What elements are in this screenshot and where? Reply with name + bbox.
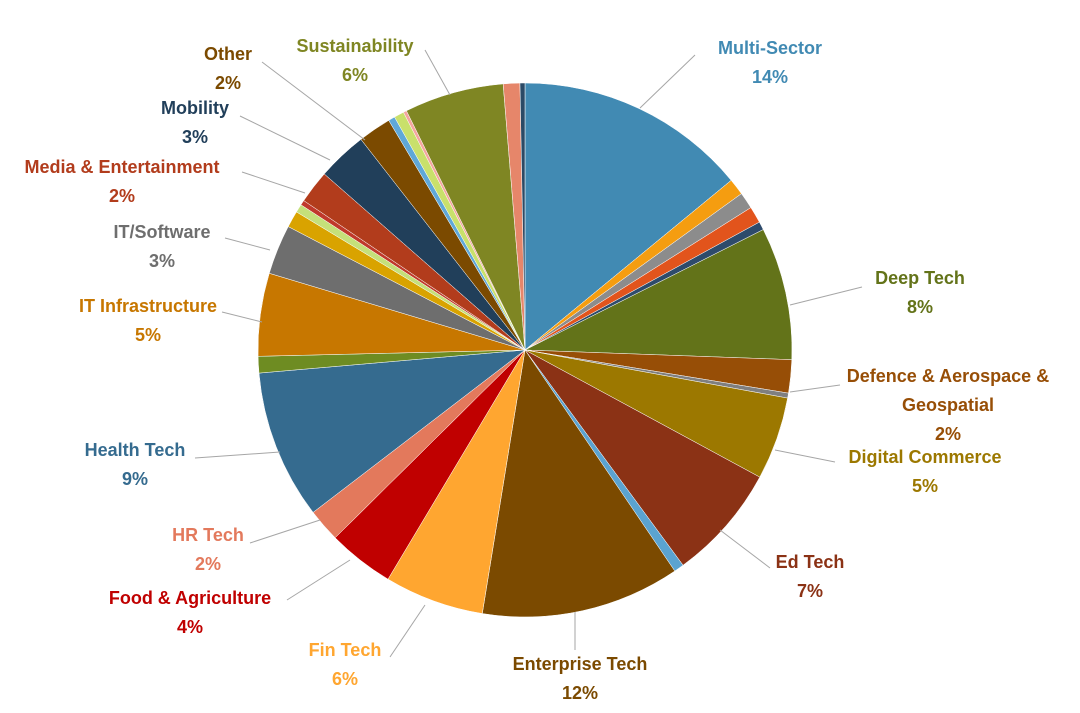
leader-line: [774, 449, 836, 463]
value-label: 3%: [181, 127, 208, 147]
category-label: Sustainability: [296, 36, 414, 56]
category-label: Media & Entertainment: [24, 157, 220, 177]
slice-label: Ed Tech 7%: [750, 548, 870, 606]
category-label: Defence & Aerospace & Geospatial: [846, 366, 1050, 415]
value-label: 9%: [121, 469, 148, 489]
leader-line: [249, 519, 321, 544]
category-label: Food & Agriculture: [108, 588, 272, 608]
leader-line: [286, 559, 351, 601]
slice-label: Health Tech 9%: [55, 436, 215, 494]
slice-label: Multi-Sector 14%: [670, 34, 870, 92]
category-label: IT Infrastructure: [78, 296, 218, 316]
slice-label: Mobility 3%: [135, 94, 255, 152]
category-label: Ed Tech: [775, 552, 845, 572]
leader-line: [241, 171, 306, 194]
leader-line: [221, 311, 263, 323]
value-label: 6%: [341, 65, 368, 85]
value-label: 2%: [214, 73, 241, 93]
category-label: Other: [203, 44, 252, 64]
slice-label: Digital Commerce 5%: [825, 443, 1025, 501]
slice-label: Deep Tech 8%: [840, 264, 1000, 322]
slice-label: Defence & Aerospace & Geospatial 2%: [838, 362, 1058, 449]
value-label: 5%: [911, 476, 938, 496]
slice-label: Media & Entertainment 2%: [0, 153, 252, 211]
slice-label: Fin Tech 6%: [285, 636, 405, 694]
leader-line: [224, 237, 271, 251]
category-label: IT/Software: [113, 222, 211, 242]
pie-slice: [524, 229, 793, 360]
slice-label: IT/Software 3%: [92, 218, 232, 276]
pie-slice: [481, 349, 676, 618]
value-label: 2%: [108, 186, 135, 206]
category-label: HR Tech: [172, 525, 244, 545]
value-label: 3%: [148, 251, 175, 271]
category-label: Multi-Sector: [717, 38, 822, 58]
leader-line: [639, 54, 696, 109]
pie-slice: [524, 82, 732, 351]
value-label: 2%: [934, 424, 961, 444]
leader-line: [239, 115, 331, 161]
value-label: 7%: [796, 581, 823, 601]
category-label: Health Tech: [84, 440, 186, 460]
value-label: 12%: [561, 683, 599, 703]
value-label: 6%: [331, 669, 358, 689]
category-label: Fin Tech: [308, 640, 382, 660]
slice-label: Other 2%: [178, 40, 278, 98]
pie-slice: [524, 349, 761, 566]
category-label: Mobility: [161, 98, 229, 118]
slice-label: IT Infrastructure 5%: [58, 292, 238, 350]
leader-line: [424, 49, 451, 96]
value-label: 8%: [906, 297, 933, 317]
slice-label: HR Tech 2%: [148, 521, 268, 579]
leader-line: [194, 451, 281, 459]
pie-slice: [519, 82, 526, 351]
category-label: Enterprise Tech: [512, 654, 648, 674]
category-label: Deep Tech: [875, 268, 965, 288]
value-label: 2%: [194, 554, 221, 574]
leader-line: [389, 604, 426, 658]
value-label: 5%: [134, 325, 161, 345]
leader-line: [261, 61, 366, 141]
value-label: 14%: [751, 67, 789, 87]
slice-label: Food & Agriculture 4%: [80, 584, 300, 642]
slice-label: Sustainability 6%: [275, 32, 435, 90]
slice-label: Enterprise Tech 12%: [480, 650, 680, 708]
category-label: Digital Commerce: [848, 447, 1002, 467]
value-label: 4%: [176, 617, 203, 637]
leader-line: [719, 529, 771, 569]
leader-line: [789, 286, 863, 306]
leader-line: [789, 384, 841, 393]
pie-slice: [258, 349, 526, 513]
